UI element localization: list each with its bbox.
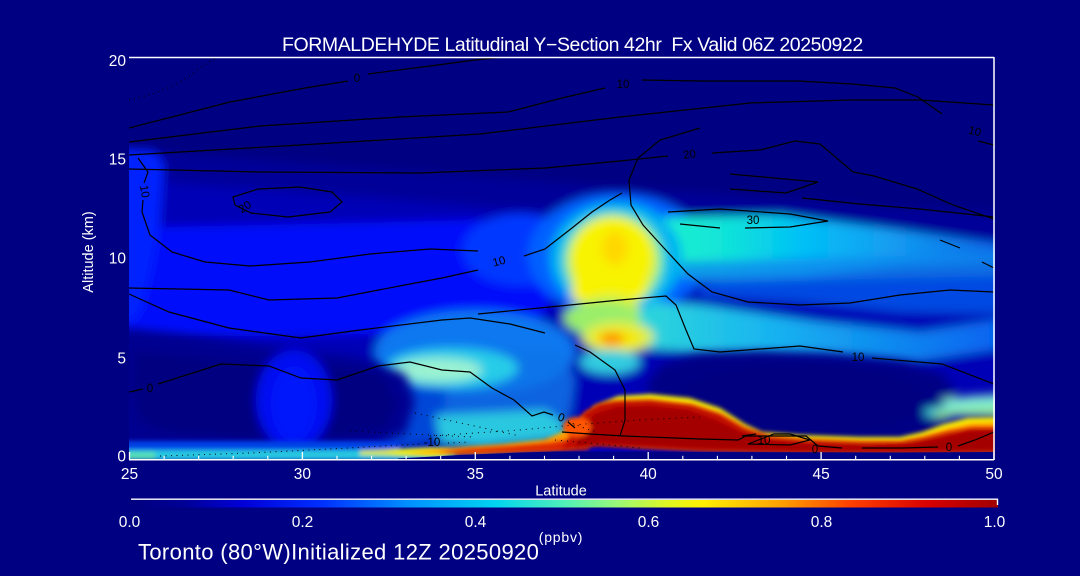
svg-text:1.0: 1.0 xyxy=(984,514,1006,531)
svg-text:35: 35 xyxy=(467,466,484,483)
svg-text:0: 0 xyxy=(812,444,818,456)
svg-text:45: 45 xyxy=(812,466,829,483)
svg-text:0.8: 0.8 xyxy=(811,514,833,531)
svg-text:0: 0 xyxy=(946,442,952,454)
svg-text:20: 20 xyxy=(109,53,127,70)
svg-text:25: 25 xyxy=(121,466,138,483)
svg-text:Latitude: Latitude xyxy=(535,484,587,500)
svg-text:0: 0 xyxy=(556,411,566,424)
svg-text:15: 15 xyxy=(109,152,126,169)
svg-text:0.4: 0.4 xyxy=(465,514,487,531)
svg-text:0: 0 xyxy=(354,73,360,85)
svg-text:0.2: 0.2 xyxy=(292,514,314,531)
svg-text:0: 0 xyxy=(117,449,126,466)
svg-text:(ppbv): (ppbv) xyxy=(539,529,583,545)
svg-text:10: 10 xyxy=(617,79,630,91)
svg-text:-10: -10 xyxy=(424,437,441,449)
svg-text:Toronto (80°W)Initialized 12Z: Toronto (80°W)Initialized 12Z 20250920 xyxy=(138,540,539,565)
svg-text:10: 10 xyxy=(109,251,127,268)
svg-text:50: 50 xyxy=(985,466,1003,483)
svg-text:0.0: 0.0 xyxy=(119,514,141,531)
svg-text:5: 5 xyxy=(117,351,126,368)
svg-text:Altitude (km): Altitude (km) xyxy=(81,211,97,292)
svg-text:0.6: 0.6 xyxy=(638,514,660,531)
svg-text:30: 30 xyxy=(747,215,760,227)
svg-text:20: 20 xyxy=(682,148,696,162)
svg-text:10: 10 xyxy=(137,184,151,199)
svg-text:10: 10 xyxy=(967,125,982,139)
svg-text:10: 10 xyxy=(491,255,506,270)
svg-text:0: 0 xyxy=(147,383,153,395)
svg-text:30: 30 xyxy=(294,466,312,483)
svg-text:FORMALDEHYDE Latitudinal Y−Sec: FORMALDEHYDE Latitudinal Y−Section 42hr … xyxy=(282,34,863,56)
svg-text:10: 10 xyxy=(758,435,771,447)
svg-text:10: 10 xyxy=(852,352,865,364)
svg-text:40: 40 xyxy=(640,466,658,483)
